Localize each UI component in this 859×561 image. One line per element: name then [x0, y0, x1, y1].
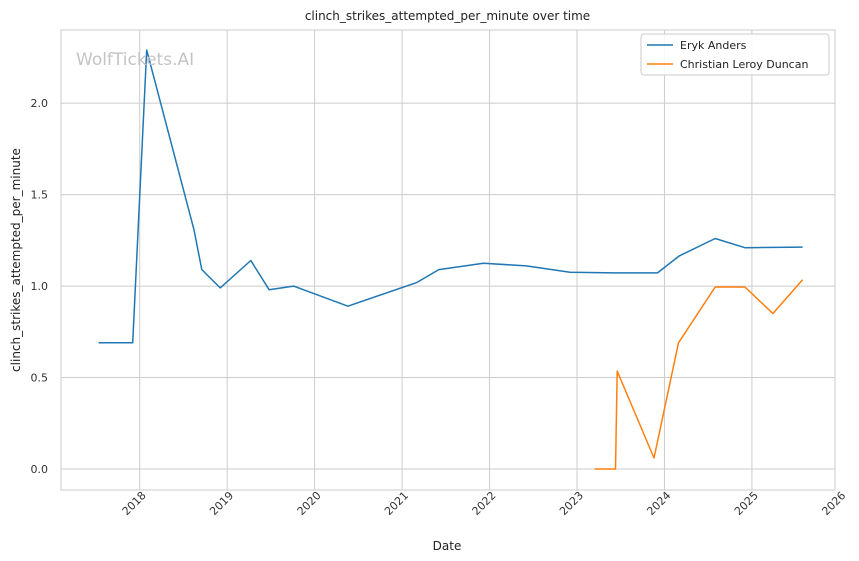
y-axis-ticks: 0.0 0.5 1.0 1.5 2.0 — [31, 97, 49, 476]
plot-area — [60, 29, 836, 491]
chart-title: clinch_strikes_attempted_per_minute over… — [305, 9, 590, 23]
watermark: WolfTickets.AI — [76, 50, 194, 70]
x-tick-label: 2022 — [470, 489, 499, 518]
legend-box — [640, 33, 830, 76]
x-tick-label: 2026 — [819, 489, 848, 518]
series-line-eryk-anders — [98, 49, 803, 344]
y-tick-label: 1.0 — [31, 280, 49, 293]
x-tick-label: 2023 — [557, 489, 586, 518]
x-tick-label: 2024 — [644, 489, 673, 518]
legend-label-christian-leroy-duncan: Christian Leroy Duncan — [680, 58, 808, 71]
x-tick-label: 2019 — [207, 489, 236, 518]
x-axis-label: Date — [433, 539, 462, 553]
y-tick-label: 1.5 — [31, 189, 49, 202]
x-tick-label: 2025 — [732, 489, 761, 518]
series-lines — [98, 49, 804, 470]
x-axis-ticks: 2018 2019 2020 2021 2022 2023 2024 2025 2026 — [120, 489, 849, 518]
x-tick-label: 2021 — [382, 489, 411, 518]
x-tick-label: 2020 — [295, 489, 324, 518]
series-line-christian-leroy-duncan — [594, 279, 804, 470]
y-axis-label: clinch_strikes_attempted_per_minute — [9, 148, 23, 372]
y-tick-label: 0.0 — [31, 463, 49, 476]
x-tick-label: 2018 — [120, 489, 149, 518]
y-tick-label: 2.0 — [31, 97, 49, 110]
legend: Eryk Anders Christian Leroy Duncan — [640, 33, 830, 76]
legend-label-eryk-anders: Eryk Anders — [680, 39, 747, 52]
y-tick-label: 0.5 — [31, 372, 49, 385]
grid-lines — [61, 30, 835, 490]
